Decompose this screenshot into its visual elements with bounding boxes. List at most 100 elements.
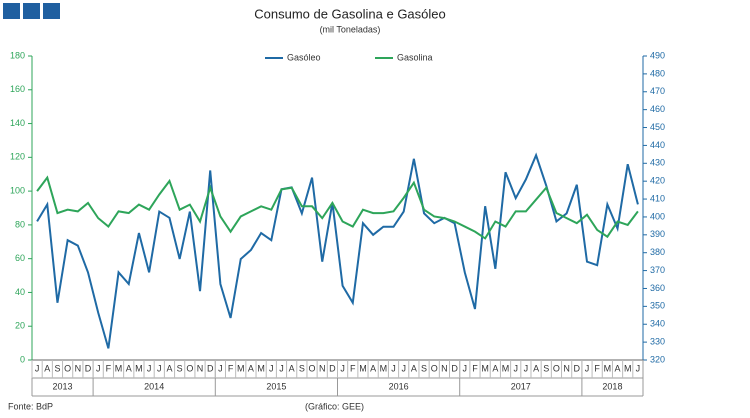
x-tick-label: J	[96, 363, 101, 373]
x-tick-label: J	[340, 363, 345, 373]
year-label: 2015	[266, 381, 286, 391]
y2-tick-label: 390	[650, 229, 665, 239]
x-tick-label: M	[359, 363, 367, 373]
x-tick-label: F	[472, 363, 478, 373]
y-tick-label: 180	[10, 50, 25, 60]
chart-subtitle: (mil Toneladas)	[320, 24, 381, 34]
x-tick-label: F	[594, 363, 600, 373]
x-tick-label: J	[391, 363, 396, 373]
y2-tick-label: 330	[650, 336, 665, 346]
x-tick-label: M	[624, 363, 632, 373]
y2-tick-label: 400	[650, 211, 665, 221]
x-tick-label: O	[431, 363, 438, 373]
y2-tick-label: 340	[650, 319, 665, 329]
x-tick-label: S	[177, 363, 183, 373]
x-tick-label: A	[248, 363, 254, 373]
x-tick-label: A	[533, 363, 539, 373]
x-tick-label: M	[135, 363, 143, 373]
x-tick-label: N	[563, 363, 570, 373]
y-tick-label: 160	[10, 84, 25, 94]
y2-tick-label: 350	[650, 301, 665, 311]
year-label: 2014	[144, 381, 164, 391]
x-tick-label: A	[289, 363, 295, 373]
legend-label: Gasolina	[397, 52, 433, 62]
y2-tick-label: 480	[650, 68, 665, 78]
x-tick-label: A	[44, 363, 50, 373]
x-tick-label: M	[502, 363, 510, 373]
x-tick-label: S	[299, 363, 305, 373]
x-tick-label: A	[492, 363, 498, 373]
y2-tick-label: 430	[650, 158, 665, 168]
x-tick-label: N	[319, 363, 326, 373]
credit: (Gráfico: GEE)	[305, 401, 364, 411]
y-tick-label: 140	[10, 118, 25, 128]
x-tick-label: J	[636, 363, 641, 373]
x-tick-label: A	[126, 363, 132, 373]
x-tick-label: J	[401, 363, 406, 373]
x-tick-label: J	[279, 363, 284, 373]
logo	[23, 3, 40, 19]
series-line	[36, 152, 639, 349]
x-tick-label: J	[463, 363, 468, 373]
x-tick-label: M	[481, 363, 489, 373]
x-tick-label: M	[604, 363, 612, 373]
year-label: 2013	[53, 381, 73, 391]
y2-tick-label: 440	[650, 140, 665, 150]
y-tick-label: 120	[10, 152, 25, 162]
y2-tick-label: 450	[650, 122, 665, 132]
chart-title: Consumo de Gasolina e Gasóleo	[254, 6, 446, 21]
x-tick-label: D	[207, 363, 214, 373]
y-tick-label: 60	[15, 253, 25, 263]
year-label: 2018	[602, 381, 622, 391]
y-tick-label: 20	[15, 321, 25, 331]
y2-tick-label: 320	[650, 354, 665, 364]
x-tick-label: M	[237, 363, 245, 373]
y2-tick-label: 370	[650, 265, 665, 275]
x-tick-label: N	[75, 363, 82, 373]
y2-tick-label: 460	[650, 104, 665, 114]
series-line	[36, 175, 639, 240]
x-tick-label: O	[186, 363, 193, 373]
x-tick-label: D	[451, 363, 458, 373]
logo	[3, 3, 20, 19]
y2-tick-label: 360	[650, 283, 665, 293]
x-tick-label: A	[370, 363, 376, 373]
y-tick-label: 80	[15, 219, 25, 229]
x-tick-label: J	[147, 363, 152, 373]
x-tick-label: S	[543, 363, 549, 373]
y2-tick-label: 490	[650, 50, 665, 60]
year-label: 2017	[511, 381, 531, 391]
logo	[43, 3, 60, 19]
x-tick-label: M	[115, 363, 123, 373]
x-tick-label: F	[350, 363, 356, 373]
x-tick-label: J	[269, 363, 274, 373]
y2-tick-label: 470	[650, 86, 665, 96]
x-tick-label: M	[380, 363, 388, 373]
x-tick-label: N	[197, 363, 204, 373]
x-tick-label: J	[513, 363, 518, 373]
x-tick-label: J	[157, 363, 162, 373]
x-tick-label: A	[411, 363, 417, 373]
source: Fonte: BdP	[8, 401, 53, 411]
y2-tick-label: 420	[650, 176, 665, 186]
x-tick-label: J	[35, 363, 40, 373]
y2-tick-label: 380	[650, 247, 665, 257]
x-tick-label: J	[218, 363, 223, 373]
x-tick-label: S	[421, 363, 427, 373]
x-tick-label: M	[257, 363, 265, 373]
x-tick-label: A	[166, 363, 172, 373]
y-tick-label: 0	[20, 354, 25, 364]
x-tick-label: J	[524, 363, 529, 373]
x-tick-label: D	[85, 363, 92, 373]
x-tick-label: S	[54, 363, 60, 373]
x-tick-label: F	[106, 363, 112, 373]
x-tick-label: D	[329, 363, 336, 373]
y-tick-label: 100	[10, 185, 25, 195]
x-tick-label: O	[553, 363, 560, 373]
x-tick-label: J	[585, 363, 590, 373]
x-tick-label: D	[574, 363, 581, 373]
legend-label: Gasóleo	[287, 52, 321, 62]
y2-tick-label: 410	[650, 193, 665, 203]
x-tick-label: F	[228, 363, 234, 373]
